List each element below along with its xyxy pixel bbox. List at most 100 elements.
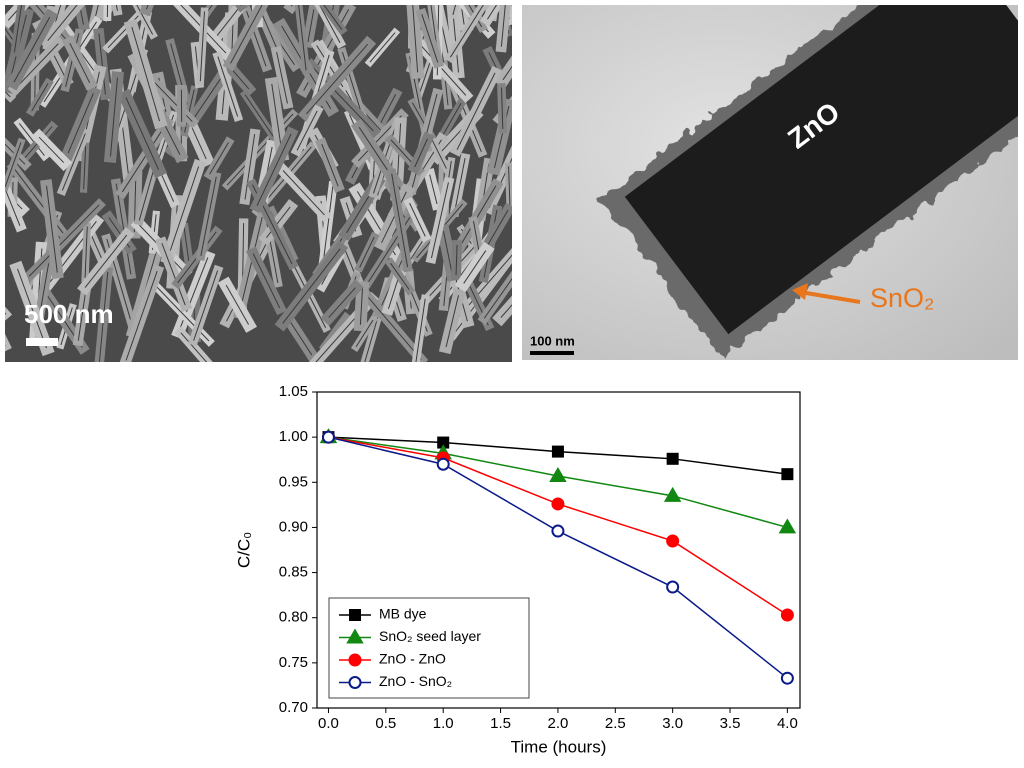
nanorod-edge [5, 344, 6, 346]
nanorod-edge [5, 90, 11, 98]
nanorod-edge [83, 146, 87, 190]
nanorod-edge [167, 166, 200, 258]
data-point [781, 468, 794, 481]
nanorod-edge [13, 5, 22, 53]
y-tick-label: 0.90 [279, 518, 308, 535]
data-point [778, 518, 797, 534]
data-point [436, 457, 450, 471]
nanorod-edge [483, 277, 512, 319]
y-tick-label: 0.95 [279, 473, 308, 490]
nanorod-edge [257, 5, 279, 52]
data-point [551, 497, 565, 511]
nanorod-edge [452, 9, 459, 73]
nanorod-edge [282, 248, 341, 324]
nanorod-edge [445, 295, 460, 348]
y-tick-label: 0.85 [279, 564, 308, 581]
nanorod-edge [244, 134, 256, 200]
nanorod-edge [18, 123, 45, 156]
nanorod-edge [390, 262, 410, 290]
x-tick-label: 3.5 [720, 715, 741, 732]
nanorod-edge [199, 11, 205, 82]
nanorod-edge [298, 5, 307, 71]
nanorod-edge [193, 270, 219, 341]
nanorod-edge [14, 43, 59, 89]
nanorod-edge [500, 87, 504, 129]
nanorod-edge [98, 271, 109, 362]
data-point [663, 486, 682, 502]
nanorod-edge [217, 56, 239, 117]
legend-label: MB dye [379, 606, 427, 622]
nanorod-edge [359, 236, 375, 268]
nanorod-edge [455, 245, 458, 276]
x-tick-label: 1.0 [433, 715, 454, 732]
nanorod-edge [28, 204, 100, 277]
nanorod-edge [456, 72, 496, 150]
nanorod-edge [355, 319, 374, 348]
nanorod-edge [429, 174, 438, 205]
nanorod-edge [240, 5, 242, 6]
nanorod-edge [131, 26, 161, 122]
nanorod-edge [238, 216, 263, 314]
nanorod-edge [460, 5, 465, 25]
nanorod [5, 306, 13, 321]
tem-arrow [799, 290, 861, 304]
legend-label: ZnO - ZnO [379, 651, 446, 667]
sem-image: 500 nm [5, 5, 512, 362]
nanorod-edge [109, 77, 118, 157]
nanorod-edge [463, 250, 487, 284]
y-axis-label: C/C₀ [234, 532, 253, 568]
y-tick-label: 0.70 [279, 699, 308, 716]
nanorod-edge [115, 183, 132, 275]
nanorod-edge [276, 51, 288, 104]
nanorod-edge [319, 5, 341, 44]
nanorod-edge [125, 97, 160, 171]
chart: 0.70 0.75 0.80 0.85 0.90 0.95 1.00 1.05 0.0 0.5 1.… [234, 383, 801, 756]
tem-scale-bar [530, 351, 574, 355]
nanorod-edge [115, 5, 118, 11]
y-tick-label: 1.00 [279, 428, 308, 445]
nanorod-edge [321, 143, 339, 187]
sem-scale-label: 500 nm [24, 299, 114, 329]
nanorod-edge [443, 230, 453, 275]
nanorod-edge [183, 227, 190, 264]
nanorod-edge [307, 9, 315, 43]
nanorod-edge [282, 170, 325, 216]
nanorod-edge [121, 122, 168, 193]
data-point [666, 452, 679, 465]
nanorod-edge [38, 136, 65, 163]
x-tick-label: 3.0 [662, 715, 683, 732]
y-tick-label: 0.75 [279, 654, 308, 671]
nanorod-edge [125, 270, 158, 361]
nanorod-edge [225, 284, 249, 325]
legend-marker [348, 653, 362, 667]
nanorod [234, 5, 249, 13]
nanorod-edge [430, 182, 449, 259]
nanorod-edge [161, 243, 186, 306]
nanorod-edge [500, 5, 506, 47]
nanorod-edge [200, 176, 217, 256]
nanorod-edge [487, 5, 498, 20]
tem-scale-label: 100 nm [530, 333, 575, 348]
nanorod-edge [230, 5, 263, 64]
nanorod-edge [369, 32, 396, 63]
nanorod-edge [323, 5, 343, 31]
data-point [780, 671, 794, 685]
nanorod-edge [180, 5, 227, 54]
plot-frame [316, 391, 801, 709]
nanorod-edge [67, 93, 94, 154]
nanorod-edge [61, 133, 86, 191]
nanorod [5, 334, 12, 352]
data-point [321, 430, 335, 444]
tem-shell-label: SnO₂ [870, 283, 935, 313]
nanorod-edge [508, 166, 511, 206]
data-point [549, 466, 567, 482]
nanorod-edge [296, 110, 318, 151]
nanorod-edge [305, 43, 369, 115]
nanorod-edge [361, 289, 422, 360]
nanorod-edge [412, 5, 419, 73]
nanorod-edge [31, 83, 49, 112]
data-point [666, 580, 680, 594]
nanorod-edge [271, 83, 283, 155]
nanorod-edge [414, 138, 428, 168]
